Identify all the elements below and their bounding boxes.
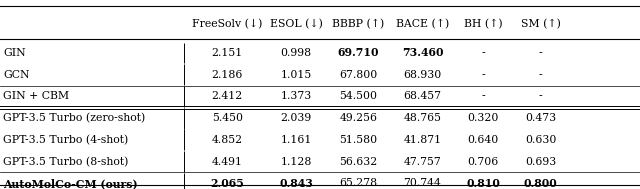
Text: 68.457: 68.457 [403,91,442,101]
Text: 1.128: 1.128 [280,157,312,167]
Text: 0.843: 0.843 [279,178,313,189]
Text: BH (↑): BH (↑) [464,19,502,29]
Text: -: - [539,48,543,58]
Text: 0.640: 0.640 [468,135,499,145]
Text: -: - [539,70,543,80]
Text: SM (↑): SM (↑) [521,19,561,29]
Text: 0.706: 0.706 [468,157,499,167]
Text: 68.930: 68.930 [403,70,442,80]
Text: 0.630: 0.630 [525,135,557,145]
Text: -: - [539,91,543,101]
Text: BBBP (↑): BBBP (↑) [332,19,385,29]
Text: 67.800: 67.800 [339,70,378,80]
Text: -: - [481,91,485,101]
Text: 1.161: 1.161 [280,135,312,145]
Text: 48.765: 48.765 [403,113,442,123]
Text: 0.320: 0.320 [467,113,499,123]
Text: 4.491: 4.491 [212,157,243,167]
Text: 2.412: 2.412 [212,91,243,101]
Text: 2.186: 2.186 [211,70,243,80]
Text: GCN: GCN [3,70,29,80]
Text: FreeSolv (↓): FreeSolv (↓) [192,19,262,29]
Text: 4.852: 4.852 [212,135,243,145]
Text: 0.693: 0.693 [525,157,556,167]
Text: 69.710: 69.710 [338,47,379,58]
Text: 73.460: 73.460 [402,47,443,58]
Text: 54.500: 54.500 [339,91,378,101]
Text: AutoMolCo-CM (ours): AutoMolCo-CM (ours) [3,178,138,189]
Text: 47.757: 47.757 [404,157,441,167]
Text: 0.998: 0.998 [280,48,312,58]
Text: -: - [481,70,485,80]
Text: 2.039: 2.039 [280,113,312,123]
Text: 49.256: 49.256 [339,113,378,123]
Text: -: - [481,48,485,58]
Text: 2.151: 2.151 [212,48,243,58]
Text: 5.450: 5.450 [212,113,243,123]
Text: 0.810: 0.810 [467,178,500,189]
Text: 56.632: 56.632 [339,157,378,167]
Text: 0.800: 0.800 [524,178,557,189]
Text: 70.744: 70.744 [403,178,442,188]
Text: 65.278: 65.278 [339,178,378,188]
Text: 1.015: 1.015 [280,70,312,80]
Text: GIN + CBM: GIN + CBM [3,91,69,101]
Text: GPT-3.5 Turbo (zero-shot): GPT-3.5 Turbo (zero-shot) [3,113,145,123]
Text: GPT-3.5 Turbo (8-shot): GPT-3.5 Turbo (8-shot) [3,156,129,167]
Text: 1.373: 1.373 [280,91,312,101]
Text: 41.871: 41.871 [403,135,442,145]
Text: 2.065: 2.065 [211,178,244,189]
Text: 51.580: 51.580 [339,135,378,145]
Text: BACE (↑): BACE (↑) [396,19,449,29]
Text: GPT-3.5 Turbo (4-shot): GPT-3.5 Turbo (4-shot) [3,135,129,145]
Text: 0.473: 0.473 [525,113,556,123]
Text: GIN: GIN [3,48,26,58]
Text: ESOL (↓): ESOL (↓) [269,19,323,29]
